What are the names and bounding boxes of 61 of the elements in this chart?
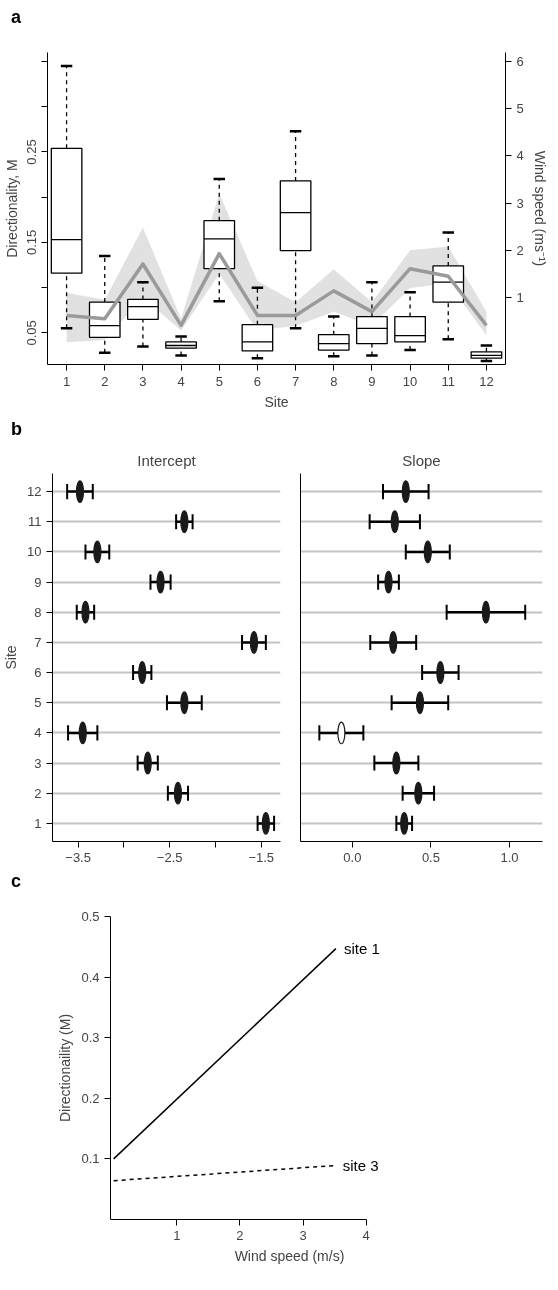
x-tick-label: 3: [139, 373, 147, 389]
y-tick-label: 0.25: [24, 139, 40, 165]
y2-tick-label: 4: [516, 148, 524, 164]
x-tick-label: 0.5: [421, 849, 440, 865]
x-tick-label: 5: [215, 373, 223, 389]
y2-tick-label: 5: [516, 101, 524, 117]
x-tick-label: 10: [402, 373, 418, 389]
y2-tick-label: 2: [516, 242, 524, 258]
y-tick-label: 12: [27, 484, 42, 500]
y-tick-label: 8: [34, 604, 42, 620]
text: c: [11, 870, 22, 893]
x-axis-title: Site: [264, 393, 289, 410]
y-axis-title: Site: [3, 645, 20, 670]
y-tick-label: 7: [34, 634, 42, 650]
x-tick-label: 12: [479, 373, 494, 389]
y-tick-label: 3: [34, 755, 42, 771]
x-tick-label: 1: [62, 373, 71, 389]
x-tick-label: 6: [253, 373, 262, 389]
y2-tick-label: 6: [516, 53, 524, 69]
x-tick-label: 2: [236, 1227, 244, 1243]
series-label: site 3: [342, 1157, 379, 1175]
y-tick-label: 0.1: [81, 1151, 100, 1167]
x-tick-label: 3: [299, 1227, 307, 1243]
x-axis-title: Wind speed (m/s): [234, 1247, 345, 1264]
chart-title: Slope: [402, 451, 441, 469]
y-tick-label: 4: [34, 725, 42, 741]
text: b: [11, 418, 22, 441]
x-tick-label: −1.5: [248, 849, 275, 865]
y-tick-label: 6: [34, 665, 42, 681]
x-tick-label: 7: [291, 373, 300, 389]
line-series: [64, 251, 489, 328]
y-tick-label: 0.15: [24, 229, 40, 256]
y-tick-label: 0.2: [81, 1090, 100, 1106]
y-tick-label: 0.4: [81, 969, 100, 985]
x-tick-label: 8: [330, 373, 338, 389]
y-tick-label: 0.3: [81, 1030, 100, 1046]
y-tick-label: 10: [27, 544, 42, 560]
y2-tick-label: 1: [516, 289, 524, 305]
y-axis-title: Directionality, M: [3, 159, 20, 258]
x-tick-label: −2.5: [156, 849, 183, 865]
x-tick-label: 9: [368, 373, 376, 389]
text: a: [11, 6, 22, 29]
x-tick-label: 1: [173, 1227, 181, 1243]
y-tick-label: 0.05: [24, 320, 40, 346]
y-tick-label: 9: [34, 574, 42, 590]
x-tick-label: 4: [177, 373, 185, 389]
x-tick-label: 1.0: [500, 849, 519, 865]
y-tick-label: 5: [34, 695, 42, 711]
chart-title: Intercept: [137, 451, 197, 469]
series-label: site 1: [343, 940, 380, 958]
y-tick-label: 0.5: [81, 909, 100, 924]
x-tick-label: 0.0: [343, 849, 362, 865]
x-tick-label: 11: [441, 373, 455, 389]
y2-tick-label: 3: [516, 195, 524, 211]
x-tick-label: 4: [362, 1227, 370, 1243]
y-tick-label: 2: [34, 785, 42, 801]
y-tick-label: 11: [28, 514, 42, 530]
y-tick-label: 1: [34, 815, 42, 831]
y-axis-title: Directionaility (M): [57, 1013, 74, 1123]
y2-axis-title: Wind speed (ms⁻¹): [531, 150, 548, 267]
x-tick-label: −3.5: [65, 849, 91, 865]
